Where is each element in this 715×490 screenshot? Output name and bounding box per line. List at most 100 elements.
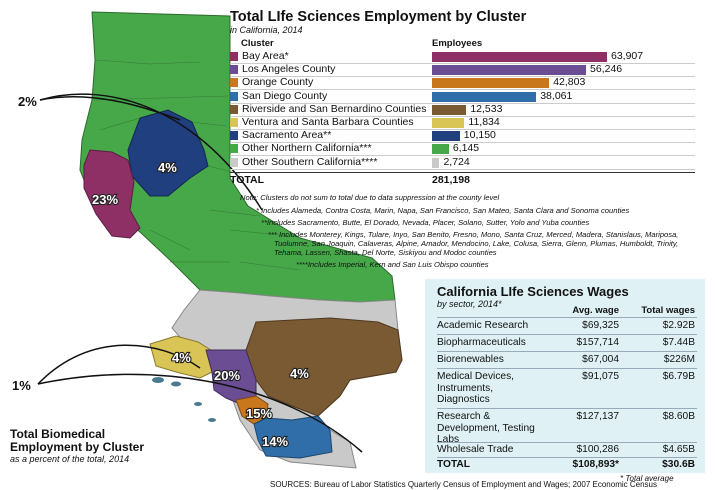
employment-total-value: 281,198: [432, 174, 470, 186]
county-lines: [93, 59, 301, 271]
wage-total: $4.65B: [662, 444, 695, 455]
col-header-cluster: Cluster: [241, 38, 274, 49]
bar-value-label: 2,724: [443, 155, 470, 168]
wage-sector: Biopharmaceuticals: [437, 337, 526, 348]
employment-subtitle: in California, 2014: [230, 25, 303, 35]
bar: [432, 144, 449, 155]
wage-sector: Research & Development, Testing Labs: [437, 411, 535, 445]
region-sacramento-area: [127, 109, 209, 197]
legend-swatch: [230, 118, 238, 127]
wages-subtitle: by sector, 2014*: [437, 299, 502, 309]
bar-category-label: Orange County: [242, 76, 314, 89]
bar-row: Los Angeles County 56,246: [230, 63, 700, 78]
pct-label-los-angeles: 20%: [214, 368, 240, 383]
bar-value-label: 6,145: [452, 142, 480, 155]
employment-total-label: TOTAL: [230, 174, 265, 186]
bar-value-label: 10,150: [463, 129, 496, 142]
legend-swatch: [230, 131, 238, 141]
wage-total: $8.60B: [662, 411, 695, 422]
row-divider: [230, 142, 695, 144]
legend-swatch: [230, 91, 238, 101]
bar-category-label: San Diego County: [242, 89, 328, 102]
row-divider: [230, 63, 695, 64]
bar-row: Ventura and Santa Barbara Counties 11,834: [230, 116, 700, 130]
wage-total: $2.92B: [662, 320, 695, 331]
total-divider: [230, 172, 695, 173]
row-divider: [230, 115, 695, 117]
channel-island: [171, 381, 181, 387]
pct-label-sacramento: 4%: [158, 160, 177, 175]
bar: [432, 65, 587, 76]
map-title: Total Biomedical Employment by Cluster: [10, 428, 144, 454]
bar: [432, 104, 467, 115]
wage-sector: Academic Research: [437, 320, 529, 331]
bar-value-label: 12,533: [470, 102, 503, 115]
region-riverside-san-bernardino: [245, 317, 403, 417]
legend-swatch: [230, 65, 238, 75]
footnote-sacramento: **Includes Sacramento, Butte, El Dorado,…: [261, 218, 590, 227]
wage-avg: $91,075: [582, 371, 619, 382]
footnote-bay-area: * Includes Alameda, Contra Costa, Marin,…: [256, 206, 630, 215]
bar-row: Other Northern California*** 6,145: [230, 142, 700, 157]
wage-avg: $100,286: [576, 444, 620, 455]
bar-category-label: Other Northern California***: [242, 142, 372, 155]
employment-title: Total LIfe Sciences Employment by Cluste…: [230, 9, 527, 25]
bar-row: Other Southern California**** 2,724: [230, 155, 700, 170]
footnote-other-northern-1: *** Includes Monterey, Kings, Tulare, In…: [268, 230, 679, 239]
channel-island: [208, 418, 216, 422]
wage-avg: $127,137: [576, 411, 620, 422]
wages-col-total: Total wages: [641, 305, 695, 316]
pct-label-ventura: 4%: [172, 350, 191, 365]
wages-title: California LIfe Sciences Wages: [437, 284, 629, 299]
row-divider: [230, 168, 695, 170]
bar-category-label: Riverside and San Bernardino Counties: [242, 102, 427, 115]
col-header-employees: Employees: [432, 38, 483, 49]
pct-label-other-southern: 1%: [12, 378, 31, 393]
bar-value-label: 11,834: [468, 116, 500, 128]
bar-category-label: Ventura and Santa Barbara Counties: [242, 116, 414, 128]
bar-value-label: 38,061: [540, 89, 573, 102]
wage-sector: Wholesale Trade: [437, 444, 514, 455]
bar-row: Sacramento Area** 10,150: [230, 129, 700, 144]
wage-total-label: TOTAL: [437, 459, 471, 470]
bar-row: Riverside and San Bernardino Counties 12,…: [230, 102, 700, 117]
legend-swatch: [230, 52, 238, 61]
bar-category-label: Sacramento Area**: [242, 129, 332, 142]
footnote-other-northern-2: Tuolumne, San Joaquin, Calaveras, Alpine…: [274, 239, 679, 248]
row-divider: [230, 155, 695, 157]
wages-col-avg: Avg. wage: [572, 305, 619, 316]
bar-value-label: 56,246: [590, 63, 623, 76]
map-title-line1: Total Biomedical: [10, 427, 106, 441]
pct-label-orange: 15%: [246, 406, 272, 421]
bar-value-label: 42,803: [553, 76, 586, 89]
bar: [432, 52, 607, 62]
wage-total: $7.44B: [662, 337, 695, 348]
row-divider: [230, 129, 695, 130]
wage-sector: Medical Devices, Instruments, Diagnostic…: [437, 371, 514, 405]
region-san-diego-county: [253, 415, 333, 459]
bar-row: Bay Area* 63,907: [230, 50, 700, 64]
bar-row: San Diego County 38,061: [230, 89, 700, 104]
wages-footnote: * Total average: [620, 474, 674, 483]
region-bay-area: [83, 149, 141, 239]
bar-value-label: 63,907: [611, 50, 644, 62]
pct-label-bay-area: 23%: [92, 192, 118, 207]
bar: [432, 157, 440, 168]
wage-total: $6.79B: [662, 371, 695, 382]
sources: SOURCES: Bureau of Labor Statistics Quar…: [270, 480, 657, 489]
map-subtitle: as a percent of the total, 2014: [10, 454, 130, 464]
employment-note: Note: Clusters do not sum to total due t…: [240, 193, 500, 202]
pct-label-riverside: 4%: [290, 366, 309, 381]
map-title-line2: Employment by Cluster: [10, 440, 145, 454]
bar: [432, 118, 465, 128]
bar-row: Orange County 42,803: [230, 76, 700, 91]
bar: [432, 91, 537, 102]
label-connectors: [37, 93, 363, 453]
wage-total-avg: $108,893*: [572, 459, 619, 470]
bar: [432, 131, 460, 142]
row-divider: [230, 102, 695, 104]
wage-avg: $157,714: [576, 337, 620, 348]
pct-label-other-northern: 2%: [18, 94, 37, 109]
footnote-other-southern: ****Includes Imperial, Kern and San Luis…: [296, 260, 489, 269]
